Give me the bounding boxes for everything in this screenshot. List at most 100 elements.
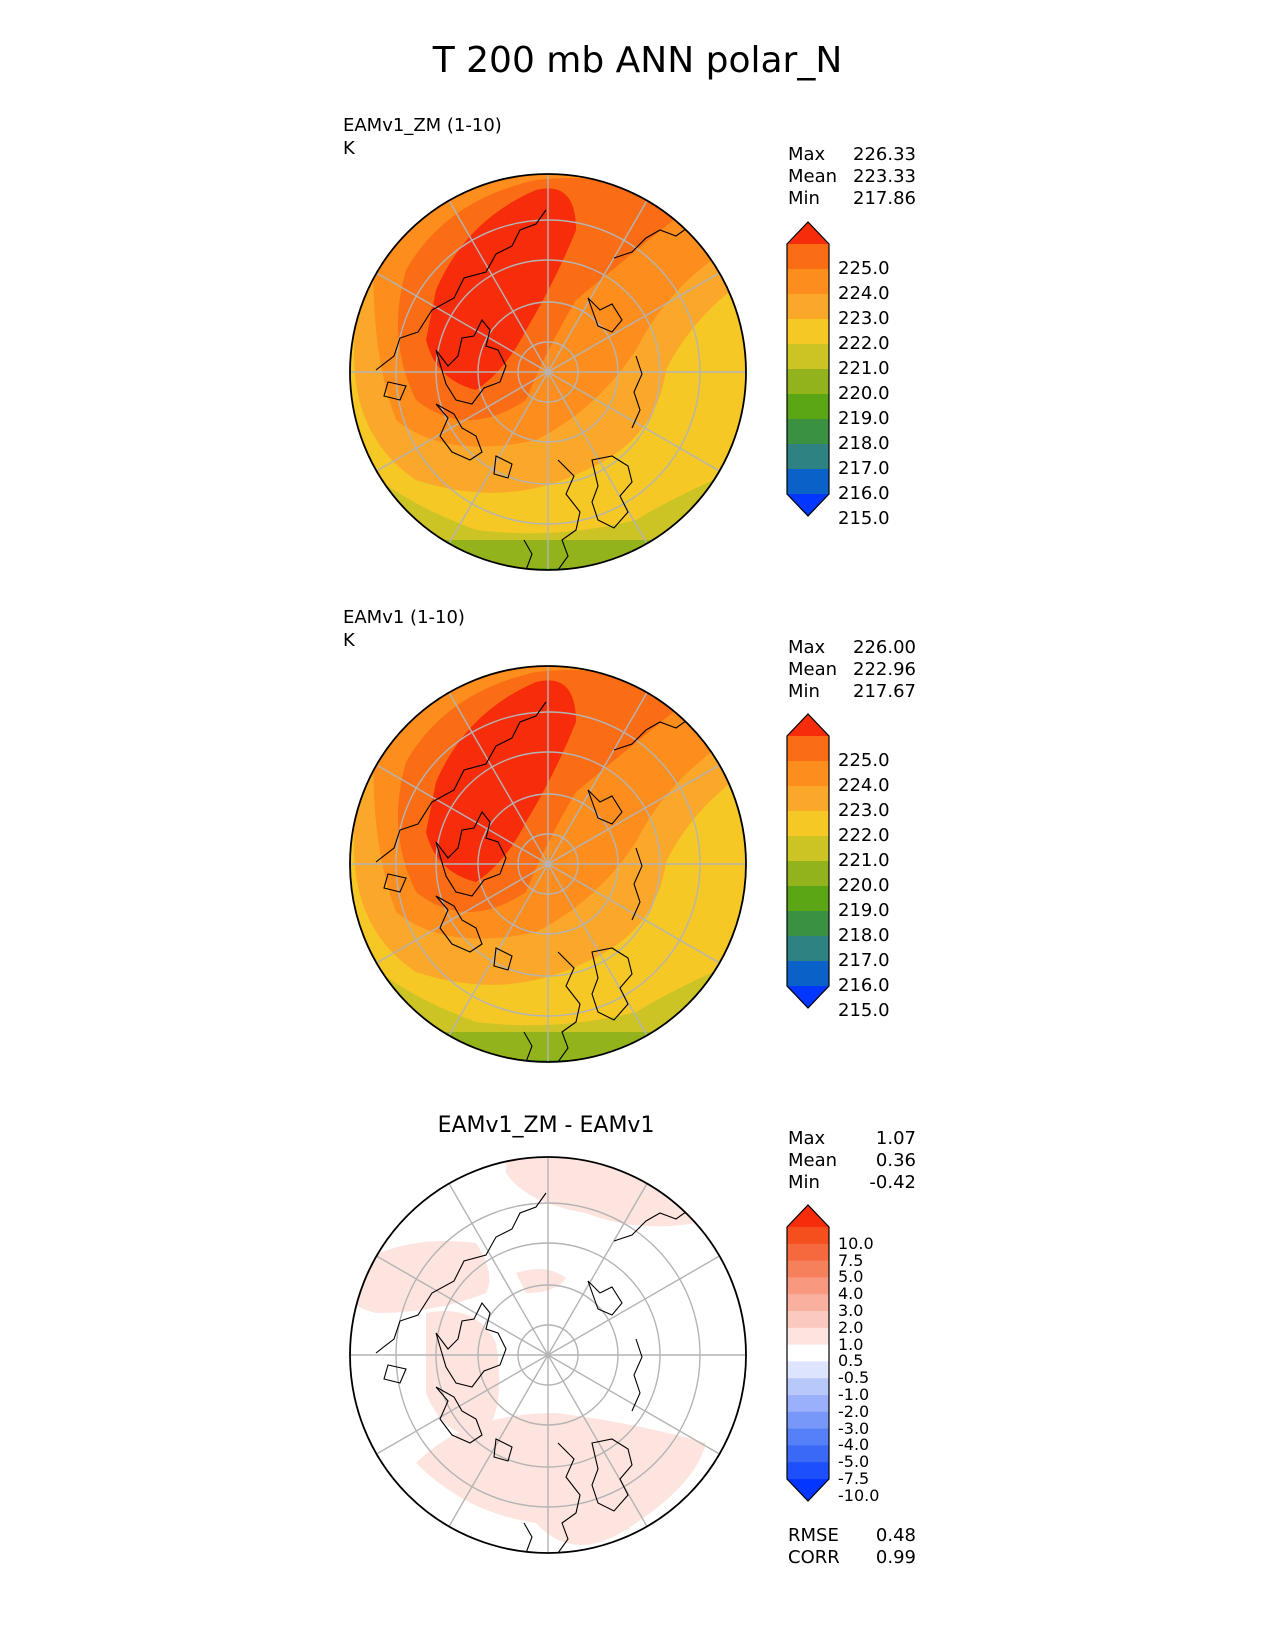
coastline — [435, 1301, 507, 1388]
meridian-line — [376, 1255, 549, 1356]
colorbar-tick-label: 10.0 — [838, 1233, 874, 1253]
colorbar-swatch — [787, 269, 829, 295]
colorbar-tick-label: 217.0 — [838, 458, 890, 479]
colorbar-tick-label: 225.0 — [838, 258, 890, 279]
colorbar-swatch — [787, 469, 829, 495]
coastline — [587, 789, 623, 825]
panel-3-map — [349, 1156, 747, 1554]
meridian-line — [547, 1255, 720, 1356]
colorbar-tick-label: 2.0 — [838, 1317, 864, 1337]
colorbar-tick-label: 220.0 — [838, 875, 890, 896]
coastline — [523, 1031, 533, 1062]
colorbar-tick-label: -5.0 — [838, 1452, 870, 1472]
stat-max-row: Max 1.07 — [788, 1128, 916, 1149]
map-boundary-3 — [349, 1156, 747, 1554]
panel-1-stats: Max 226.33 Mean 223.33 Min 217.86 — [788, 144, 916, 210]
panel-2-colorbar — [786, 713, 830, 1009]
meridian-line — [547, 371, 720, 472]
colorbar-tick-label: 1.0 — [838, 1334, 864, 1354]
colorbar-tick-label: 216.0 — [838, 483, 890, 504]
colorbar-swatch — [787, 861, 829, 887]
colorbar-tick-label: 225.0 — [838, 750, 890, 771]
coastline — [435, 318, 507, 405]
colorbar-swatch — [787, 1378, 829, 1396]
coastline — [591, 947, 633, 1021]
colorbar-tick-label: 223.0 — [838, 308, 890, 329]
panel-2-colorbar-ticks: 225.0 224.0 223.0 222.0 221.0 220.0 219.0 218.0… — [838, 712, 898, 1020]
colorbar-outline — [786, 713, 830, 1009]
panel-3-stats: Max 1.07 Mean 0.36 Min -0.42 — [788, 1128, 916, 1194]
colorbar-swatch — [787, 961, 829, 987]
panel-3-title: EAMv1_ZM - EAMv1 — [437, 1113, 655, 1138]
meridian-line — [547, 272, 720, 373]
colorbar-tick-label: 218.0 — [838, 433, 890, 454]
colorbar-outline — [786, 1204, 830, 1502]
colorbar-tick-label: 215.0 — [838, 1000, 890, 1021]
colorbar-swatch — [787, 761, 829, 787]
colorbar-tick-label: 224.0 — [838, 775, 890, 796]
colorbar-swatch — [787, 1294, 829, 1312]
stat-max-row: Max 226.33 — [788, 144, 916, 165]
stat-mean-row: Mean 222.96 — [788, 659, 916, 680]
colorbar-swatch — [787, 936, 829, 962]
colorbar-tick-label: -2.0 — [838, 1401, 870, 1421]
coastline — [383, 1364, 407, 1384]
meridian-line — [448, 1183, 549, 1356]
coastline — [493, 455, 513, 479]
coastline — [493, 1438, 513, 1462]
colorbar-tick-label: 5.0 — [838, 1267, 864, 1287]
meridian-line — [376, 272, 549, 373]
meridian-line — [547, 863, 648, 1036]
stat-min-row: Min 217.67 — [788, 681, 916, 702]
panel-1-name: EAMv1_ZM (1-10) — [343, 115, 502, 136]
meridian-line — [547, 200, 648, 373]
colorbar-extend-min — [787, 494, 829, 516]
colorbar-tick-label: 219.0 — [838, 408, 890, 429]
colorbar-extend-min — [787, 986, 829, 1008]
colorbar-tick-label: -1.0 — [838, 1385, 870, 1404]
coastline — [523, 539, 533, 570]
figure-title: T 200 mb ANN polar_N — [432, 40, 843, 81]
colorbar-swatch — [787, 444, 829, 470]
contour-region — [426, 188, 576, 390]
colorbar-tick-label: -4.0 — [838, 1435, 870, 1455]
colorbar-swatch — [787, 786, 829, 812]
colorbar-tick-label: 224.0 — [838, 283, 890, 304]
coastline — [493, 947, 513, 971]
coastline — [591, 455, 633, 529]
colorbar-tick-label: 217.0 — [838, 950, 890, 971]
panel-1-colorbar — [786, 221, 830, 517]
colorbar-swatch — [787, 1428, 829, 1446]
corr-row: CORR 0.99 — [788, 1547, 916, 1568]
coastline — [631, 1338, 643, 1412]
colorbar-swatch — [787, 1361, 829, 1379]
coastline — [557, 459, 581, 570]
colorbar-tick-label: -0.5 — [838, 1368, 870, 1388]
coastline — [631, 355, 643, 429]
coastline — [557, 1442, 581, 1553]
map-boundary-2 — [349, 665, 747, 1063]
contour-region — [416, 1413, 706, 1545]
rmse-row: RMSE 0.48 — [788, 1525, 916, 1546]
coastline — [375, 701, 547, 863]
colorbar-tick-label: 215.0 — [838, 508, 890, 529]
colorbar-tick-label: -3.0 — [838, 1418, 870, 1438]
colorbar-swatch — [787, 1227, 829, 1245]
meridian-line — [376, 1354, 549, 1455]
meridian-line — [547, 371, 648, 544]
coastline — [523, 1522, 533, 1553]
colorbar-swatch — [787, 736, 829, 762]
colorbar-swatch — [787, 886, 829, 912]
colorbar-tick-label: 219.0 — [838, 900, 890, 921]
colorbar-extend-max — [787, 1205, 829, 1227]
panel-1-units: K — [343, 138, 355, 159]
colorbar-tick-label: 221.0 — [838, 358, 890, 379]
colorbar-tick-label: 0.5 — [838, 1351, 864, 1371]
colorbar-tick-label: 3.0 — [838, 1301, 864, 1320]
colorbar-swatch — [787, 836, 829, 862]
colorbar-swatch — [787, 1344, 829, 1362]
meridian-line — [547, 863, 720, 964]
stat-mean-row: Mean 223.33 — [788, 166, 916, 187]
meridian-line — [547, 1183, 648, 1356]
colorbar-swatch — [787, 811, 829, 837]
